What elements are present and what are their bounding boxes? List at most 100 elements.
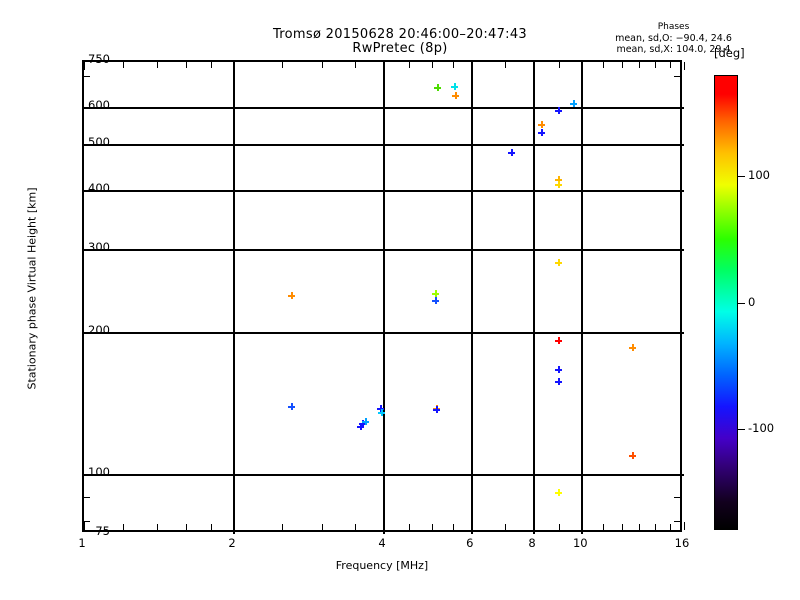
data-point [538, 128, 546, 136]
colorbar-tick [738, 176, 745, 178]
colorbar-tick-label: -100 [748, 420, 775, 435]
phase-statistics-legend: Phases mean, sd,O: −90.4, 24.6 mean, sd,… [566, 22, 781, 55]
data-point [554, 337, 562, 345]
x-tick-minor [211, 524, 213, 530]
data-point [554, 365, 562, 373]
colorbar-tick-label: 0 [748, 294, 756, 309]
data-point [356, 423, 364, 431]
gridline-vertical [383, 62, 385, 534]
x-tick-minor [409, 524, 411, 530]
x-tick-minor [432, 62, 434, 68]
y-tick-major [672, 249, 680, 251]
x-tick-major [471, 522, 473, 530]
x-tick-major [234, 522, 235, 530]
gridline-vertical [533, 62, 535, 534]
data-point [432, 296, 440, 304]
x-tick-label: 2 [228, 536, 236, 550]
x-tick-minor [602, 524, 604, 530]
x-tick-label: 10 [572, 536, 588, 550]
x-tick-major [84, 522, 85, 530]
y-axis-title: Stationary phase Virtual Height [km] [25, 187, 39, 390]
y-tick-label: 400 [88, 180, 110, 195]
y-tick-major [84, 332, 92, 334]
data-point [554, 175, 562, 183]
x-tick-major [534, 522, 535, 530]
x-tick-label: 1 [78, 536, 86, 550]
colorbar-gradient [714, 75, 738, 530]
x-tick-major [384, 522, 385, 530]
data-point [432, 404, 440, 412]
colorbar-unit-label: [deg] [714, 46, 745, 60]
y-tick-minor [674, 520, 680, 522]
y-tick-label: 200 [88, 322, 110, 337]
x-tick-minor [355, 62, 357, 68]
x-tick-minor [123, 524, 125, 530]
x-tick-minor [409, 62, 411, 68]
x-tick-minor [432, 524, 434, 530]
y-tick-label: 300 [88, 239, 110, 254]
x-tick-minor [505, 62, 507, 68]
data-point [554, 378, 562, 386]
y-tick-minor [674, 76, 680, 78]
x-tick-minor [282, 524, 284, 530]
y-tick-label: 75 [95, 524, 110, 538]
x-tick-minor [156, 62, 158, 68]
y-tick-major [672, 145, 680, 147]
y-tick-major [672, 332, 680, 334]
data-point [508, 148, 516, 156]
gridline-vertical [581, 62, 584, 534]
x-tick-minor [355, 524, 357, 530]
data-point [450, 82, 458, 90]
x-tick-minor [639, 62, 641, 68]
y-tick-label: 750 [88, 52, 110, 66]
data-point [629, 452, 637, 460]
x-tick-major [471, 62, 473, 70]
y-tick-major [84, 475, 92, 477]
x-tick-major [582, 62, 584, 70]
y-tick-label: 100 [88, 465, 110, 480]
phase-legend-row-o: mean, sd,O: −90.4, 24.6 [615, 33, 732, 44]
y-tick-major [84, 249, 92, 251]
data-point [359, 419, 367, 427]
x-tick-minor [321, 62, 323, 68]
x-tick-minor [185, 62, 187, 68]
x-tick-minor [639, 524, 641, 530]
x-tick-minor [185, 524, 187, 530]
x-tick-major [582, 522, 584, 530]
plot-area [82, 60, 685, 534]
y-tick-major [672, 190, 680, 192]
x-tick-minor [655, 62, 657, 68]
x-tick-minor [156, 524, 158, 530]
x-tick-minor [621, 524, 623, 530]
data-point [554, 181, 562, 189]
x-tick-label: 4 [378, 536, 386, 550]
x-tick-minor [655, 524, 657, 530]
x-tick-minor [211, 62, 213, 68]
x-tick-minor [282, 62, 284, 68]
plot-title-line1: Tromsø 20150628 20:46:00–20:47:43 [272, 27, 528, 42]
phase-legend-header: Phases [657, 22, 690, 32]
colorbar-tick [738, 302, 745, 304]
plot-subtitle: RwPretec (8p) [352, 41, 448, 56]
colorbar-tick-label: 100 [748, 168, 770, 183]
x-tick-minor [452, 524, 454, 530]
gridline-vertical [470, 62, 473, 534]
data-point [287, 291, 295, 299]
x-tick-minor [123, 62, 125, 68]
x-tick-minor [452, 62, 454, 68]
x-tick-major [684, 62, 685, 70]
y-tick-label: 600 [88, 97, 110, 112]
data-point [434, 83, 442, 91]
x-tick-minor [559, 524, 561, 530]
phase-legend-row-x: mean, sd,X: 104.0, 29.4 [616, 44, 731, 55]
data-point [361, 418, 369, 426]
data-point [629, 343, 637, 351]
x-tick-label: 6 [466, 536, 474, 550]
x-tick-minor [321, 524, 323, 530]
x-tick-label: 16 [674, 536, 690, 550]
data-point [537, 121, 545, 129]
x-tick-major [84, 62, 85, 70]
x-tick-major [684, 522, 685, 530]
x-tick-label: 8 [528, 536, 536, 550]
data-point [451, 91, 459, 99]
